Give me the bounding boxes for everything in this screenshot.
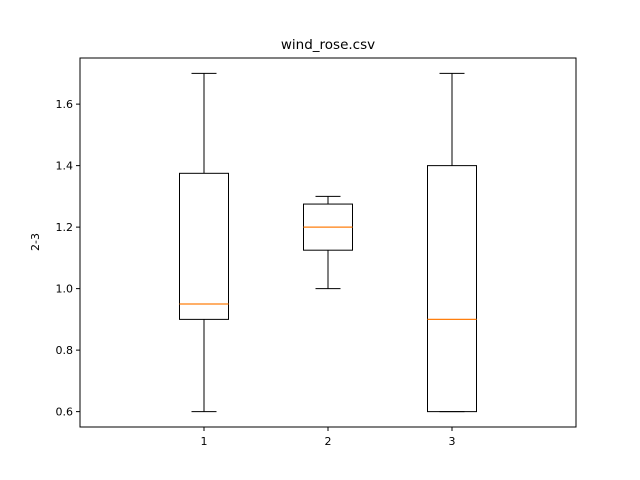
box-3 <box>427 72 477 413</box>
y-axis: 0.6 0.8 1.0 1.2 1.4 1.6 <box>56 98 80 419</box>
box-iqr <box>179 172 229 320</box>
x-axis: 1 2 3 <box>201 427 456 448</box>
plot-area <box>79 57 577 428</box>
x-tick-label: 1 <box>201 435 208 448</box>
x-tick-label: 3 <box>449 435 456 448</box>
box-series <box>179 72 477 413</box>
x-tick-label: 2 <box>325 435 332 448</box>
y-tick-label: 1.0 <box>56 283 74 296</box>
box-2 <box>303 195 353 290</box>
y-tick-label: 0.6 <box>56 406 74 419</box>
chart-title: wind_rose.csv <box>281 37 375 53</box>
y-tick-label: 1.6 <box>56 98 74 111</box>
y-tick-label: 0.8 <box>56 344 74 357</box>
y-tick-label: 1.4 <box>56 160 74 173</box>
y-tick-label: 1.2 <box>56 221 74 234</box>
y-axis-label: 2-3 <box>29 233 42 251</box>
box-iqr <box>427 165 477 413</box>
box-1 <box>179 72 229 413</box>
